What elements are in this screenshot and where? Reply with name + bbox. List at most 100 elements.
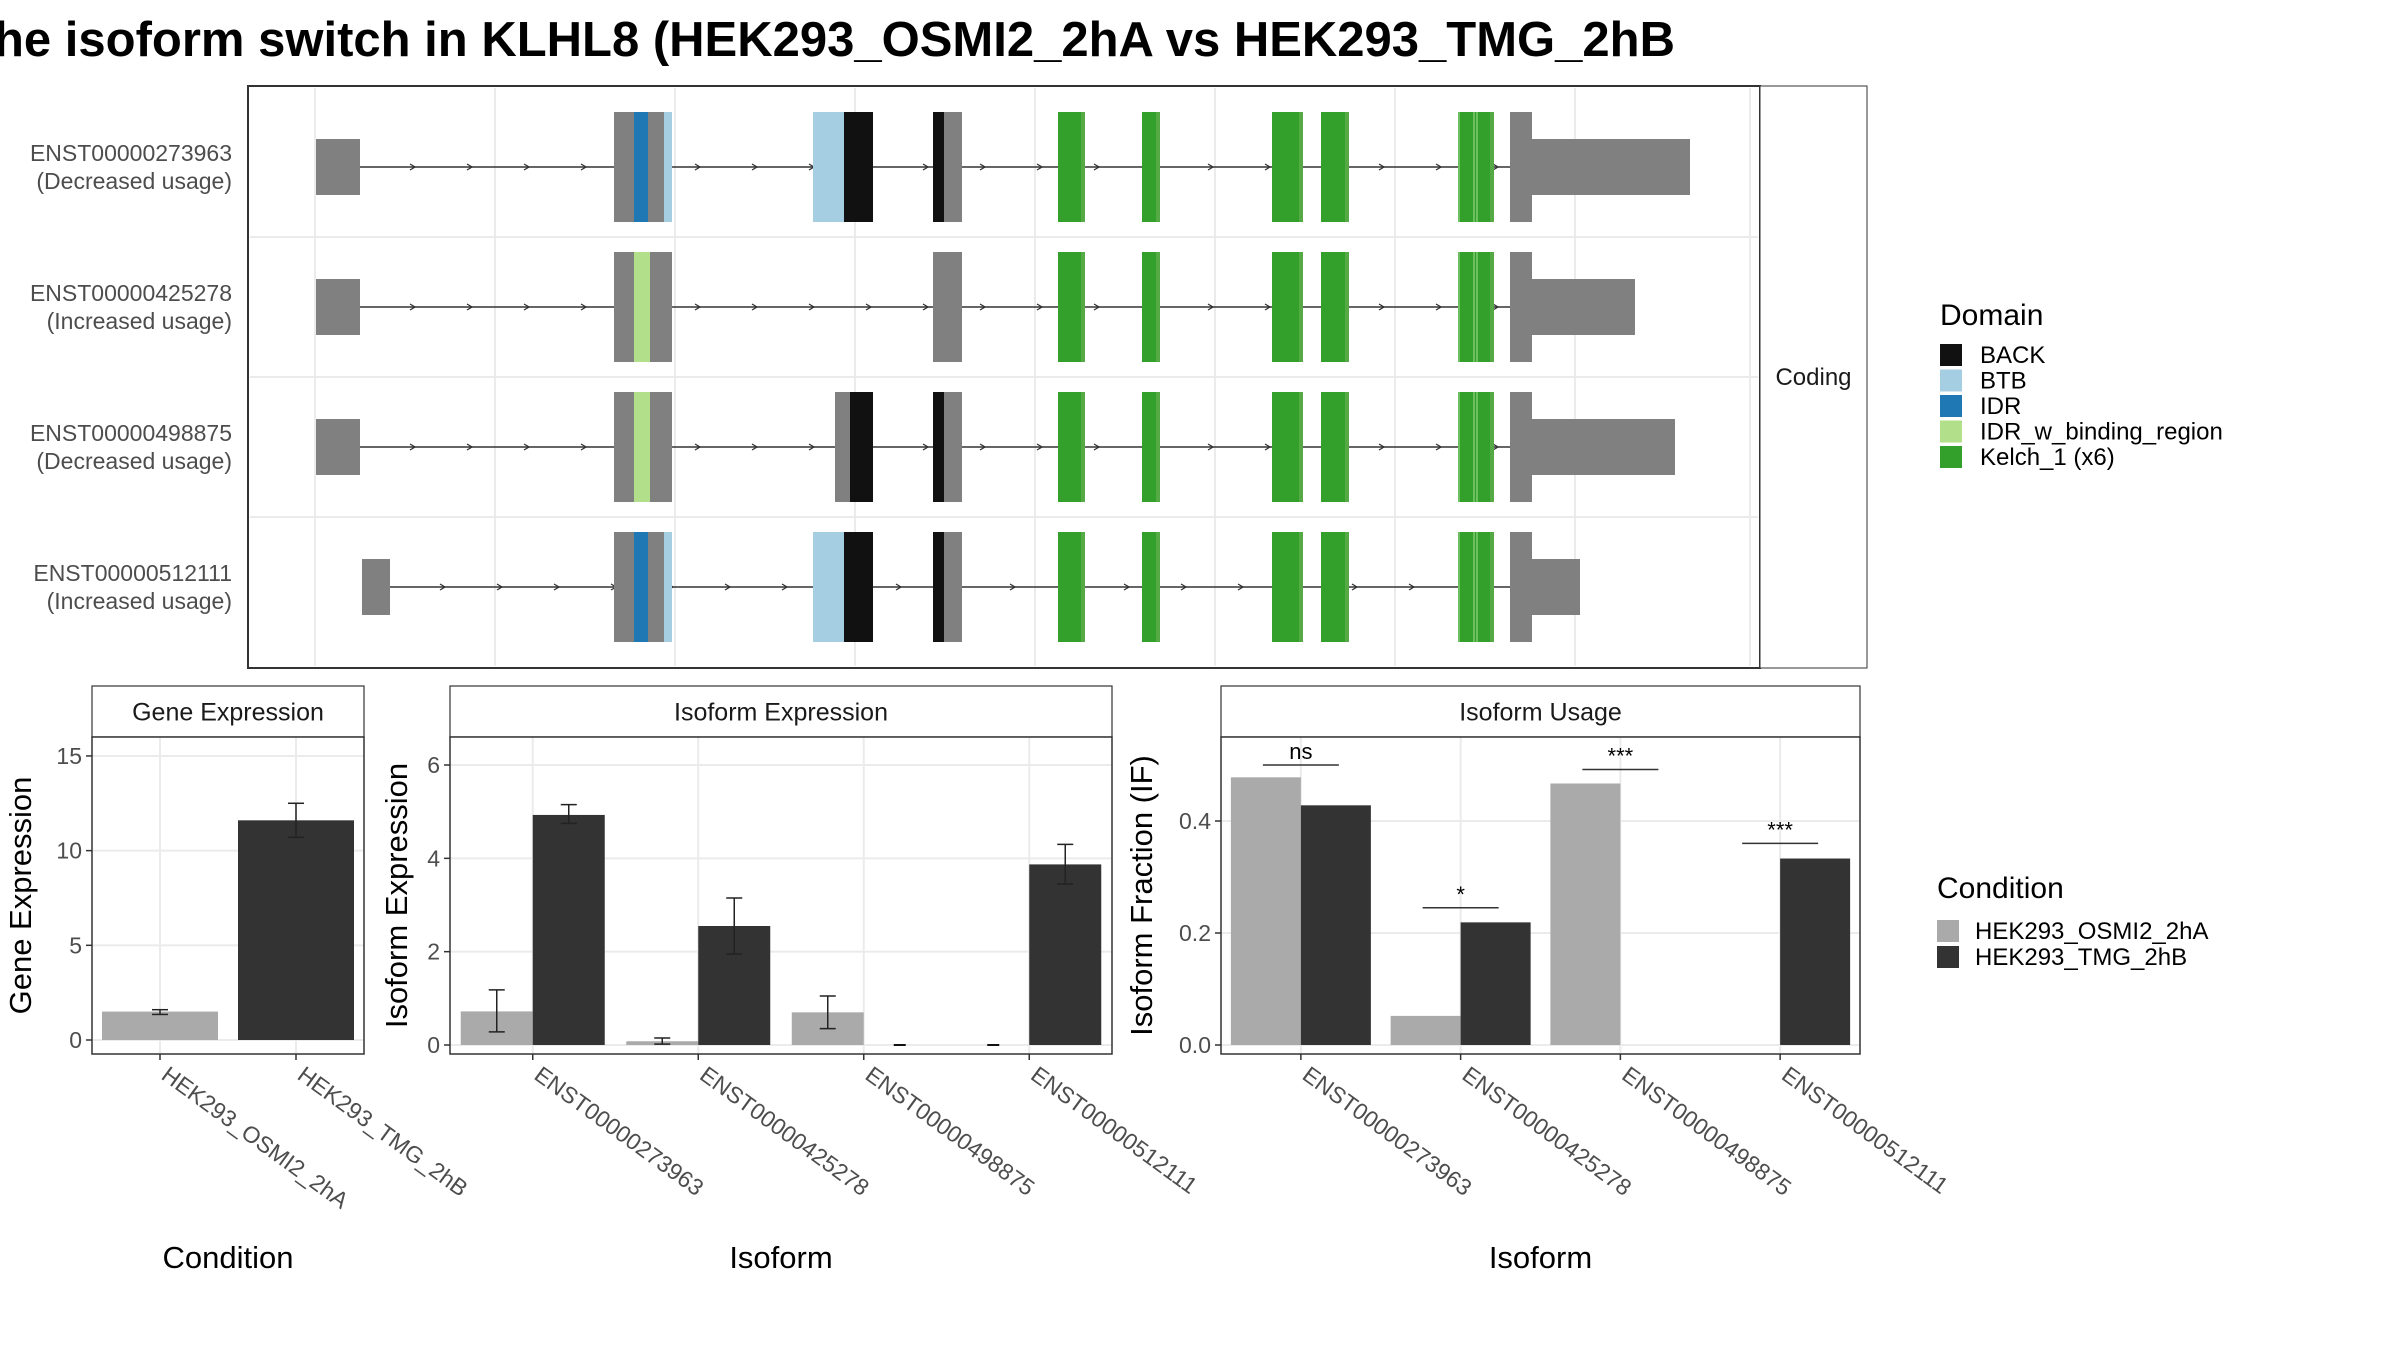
domain-kelch-edge — [1156, 532, 1160, 642]
transcript-id: ENST00000425278 — [30, 280, 232, 306]
domain-boundary — [1458, 392, 1460, 502]
intron-arrow — [523, 443, 531, 451]
intron-arrow — [409, 443, 417, 451]
intron-arrow — [808, 303, 816, 311]
exon — [835, 392, 850, 502]
domain-kelch-edge — [1299, 252, 1303, 362]
intron-arrow — [979, 443, 987, 451]
domain-kelch-edge — [1490, 112, 1494, 222]
exon — [933, 252, 962, 362]
exon — [844, 532, 873, 642]
intron-arrow — [1378, 163, 1386, 171]
intron-arrow — [580, 443, 588, 451]
condition-legend-key — [1937, 946, 1959, 968]
domain-kelch — [1142, 532, 1160, 642]
facet-strip — [1220, 685, 1861, 738]
exon — [614, 112, 634, 222]
domain-boundary — [1458, 252, 1460, 362]
intron-arrow — [1492, 163, 1500, 171]
domain-kelch-edge — [1156, 252, 1160, 362]
domain-boundary — [1473, 252, 1475, 362]
x-tick-label: ENST00000273963 — [530, 1061, 709, 1201]
domain-boundary — [1476, 252, 1478, 362]
exon — [1510, 532, 1532, 642]
facet-strip — [91, 685, 365, 738]
condition-legend-key — [1937, 920, 1959, 942]
y-axis-title: Isoform Fraction (IF) — [1124, 755, 1159, 1036]
y-tick-label: 2 — [427, 939, 440, 965]
bar — [1230, 777, 1301, 1045]
y-tick-label: 4 — [427, 845, 440, 871]
exon — [614, 392, 634, 502]
intron-arrow — [865, 303, 873, 311]
intron-arrow — [1036, 303, 1044, 311]
intron-arrow — [1264, 303, 1272, 311]
transcript-id: ENST00000512111 — [33, 560, 232, 586]
transcript-id: ENST00000273963 — [30, 140, 232, 166]
facet-label: Isoform Expression — [674, 699, 888, 727]
bar — [1029, 864, 1102, 1045]
domain-kelch — [1272, 392, 1303, 502]
intron-arrow — [1492, 303, 1500, 311]
bar — [102, 1011, 218, 1040]
intron-arrow — [1036, 163, 1044, 171]
domain-kelch-edge — [1345, 532, 1349, 642]
panel-border — [1220, 736, 1861, 1055]
intron-arrow — [466, 443, 474, 451]
exon — [1510, 112, 1532, 222]
domain-legend-key — [1940, 420, 1962, 443]
domain-boundary — [1473, 532, 1475, 642]
exon — [1510, 252, 1532, 362]
intron-arrow — [751, 303, 759, 311]
significance-label: *** — [1767, 817, 1793, 842]
intron-arrow — [1036, 443, 1044, 451]
bar — [1300, 805, 1371, 1045]
domain-legend-key — [1940, 395, 1962, 417]
exon — [634, 112, 648, 222]
domain-kelch-edge — [1345, 252, 1349, 362]
domain-kelch — [1058, 392, 1085, 502]
domain-kelch — [1142, 392, 1160, 502]
exon — [664, 112, 672, 222]
domain-boundary — [1476, 532, 1478, 642]
intron-arrow — [1180, 583, 1188, 591]
exon — [650, 392, 672, 502]
x-tick-label: ENST00000425278 — [1458, 1061, 1637, 1201]
intron-arrow — [694, 303, 702, 311]
intron-arrow — [409, 303, 417, 311]
y-tick-label: 15 — [56, 743, 82, 769]
intron-arrow — [1237, 583, 1245, 591]
exon — [850, 392, 873, 502]
significance-label: *** — [1608, 743, 1634, 768]
intron-arrow — [808, 443, 816, 451]
intron-arrow — [781, 583, 789, 591]
transcript-usage: (Decreased usage) — [36, 448, 232, 474]
exon — [316, 419, 360, 475]
intron-arrow — [1408, 583, 1416, 591]
isoform-usage-panel: Isoform Usage0.00.20.4ns*******ENST00000… — [1124, 685, 1953, 1275]
intron-arrow — [922, 443, 930, 451]
intron-arrow — [979, 303, 987, 311]
intron-arrow — [1435, 163, 1443, 171]
domain-boundary — [1458, 112, 1460, 222]
y-tick-label: 0 — [427, 1032, 440, 1058]
intron-arrow — [1207, 303, 1215, 311]
domain-legend-key — [1940, 369, 1962, 392]
facet-strip — [449, 685, 1113, 738]
intron-arrow — [724, 583, 732, 591]
x-tick-label: ENST00000425278 — [695, 1061, 874, 1201]
significance-label: ns — [1289, 739, 1312, 764]
transcript-usage: (Increased usage) — [47, 588, 232, 614]
domain-kelch-edge — [1081, 532, 1085, 642]
domain-legend-label: IDR — [1980, 393, 2021, 420]
intron-arrow — [922, 303, 930, 311]
y-axis-title: Gene Expression — [3, 777, 38, 1015]
x-tick-label: ENST00000498875 — [1617, 1061, 1796, 1201]
domain-kelch — [1142, 112, 1160, 222]
bar — [532, 814, 605, 1045]
domain-kelch — [1058, 112, 1085, 222]
intron-arrow — [1207, 443, 1215, 451]
condition-legend-title: Condition — [1937, 872, 2064, 905]
intron-arrow — [1009, 583, 1017, 591]
